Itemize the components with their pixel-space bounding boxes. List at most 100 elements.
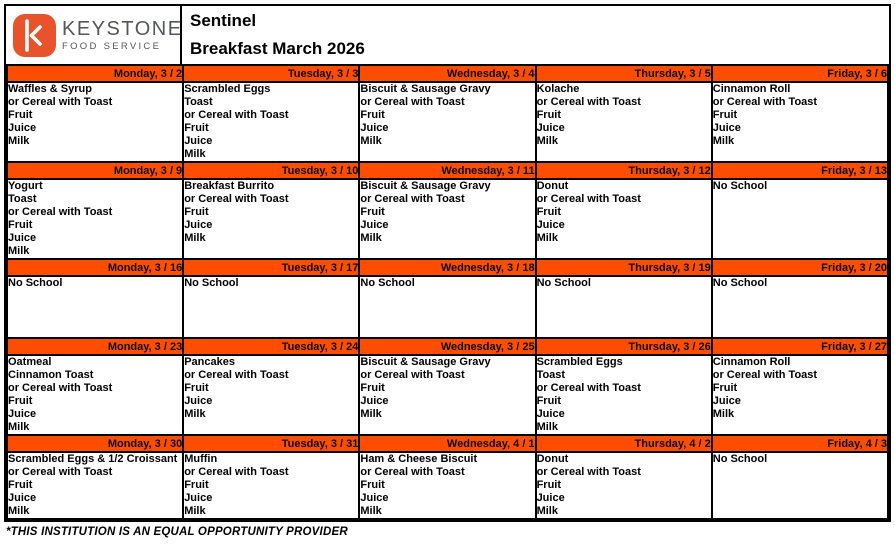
day-header: Tuesday, 3 / 17 (182, 258, 361, 277)
menu-cell: No School (710, 451, 890, 520)
day-header: Wednesday, 3 / 4 (358, 64, 537, 83)
menu-item: Milk (536, 505, 558, 517)
day-header: Friday, 4 / 3 (710, 434, 890, 453)
day-header: Monday, 3 / 16 (5, 258, 185, 277)
menu-item: or Cereal with Toast (360, 193, 465, 205)
day-header: Monday, 3 / 2 (5, 64, 185, 83)
menu-cell: No School (710, 178, 890, 260)
day-header: Wednesday, 3 / 11 (358, 161, 537, 180)
brand-wordmark: KEYSTONE FOOD SERVICE (62, 19, 183, 52)
menu-item: Scrambled Eggs (184, 83, 271, 95)
menu-item: Donut (536, 453, 569, 465)
menu-item: Milk (184, 408, 206, 420)
menu-item: No School (8, 277, 63, 289)
school-title: Sentinel (190, 11, 257, 30)
menu-item: or Cereal with Toast (8, 382, 113, 394)
menu-item: Fruit (8, 479, 33, 491)
menu-item: or Cereal with Toast (8, 206, 113, 218)
week-menu-row: Yogurt Toast or Cereal with Toast Fruit Juic… (5, 178, 890, 260)
day-header: Monday, 3 / 9 (5, 161, 185, 180)
menu-item: or Cereal with Toast (184, 466, 289, 478)
menu-item: No School (712, 277, 768, 289)
day-header: Thursday, 3 / 12 (534, 161, 713, 180)
menu-cell: Breakfast Burrito or Cereal with Toast Fru… (182, 178, 361, 260)
day-header: Friday, 3 / 6 (710, 64, 890, 83)
day-header: Tuesday, 3 / 31 (182, 434, 361, 453)
menu-cell: Biscuit & Sausage Gravy or Cereal with To… (358, 81, 537, 163)
menu-item: Scrambled Eggs (536, 356, 623, 368)
menu-item: Fruit (360, 206, 385, 218)
menu-item: Milk (536, 421, 558, 433)
menu-cell: Cinnamon Roll or Cereal with Toast Fruit Ju… (710, 354, 890, 436)
week-header-row: Monday, 3 / 9 Tuesday, 3 / 10 Wednesday, 3… (5, 161, 890, 180)
menu-item: No School (184, 277, 239, 289)
menu-cell: Donut or Cereal with Toast Fruit Juice Milk (534, 178, 713, 260)
menu-item: or Cereal with Toast (536, 382, 641, 394)
menu-item: Cinnamon Roll (712, 356, 791, 368)
menu-item: Muffin (184, 453, 218, 465)
menu-item: Cinnamon Toast (8, 369, 94, 381)
week-header-row: Monday, 3 / 16 Tuesday, 3 / 17 Wednesday, … (5, 258, 890, 277)
day-header: Tuesday, 3 / 10 (182, 161, 361, 180)
menu-item: No School (536, 277, 591, 289)
menu-item: or Cereal with Toast (712, 369, 818, 381)
menu-item: or Cereal with Toast (8, 96, 113, 108)
menu-item: or Cereal with Toast (184, 109, 289, 121)
week-menu-row: Oatmeal Cinnamon Toast or Cereal with Toas… (5, 354, 890, 436)
day-header: Tuesday, 3 / 24 (182, 337, 361, 356)
menu-item: Donut (536, 180, 569, 192)
menu-item: Juice (536, 408, 565, 420)
menu-item: Fruit (184, 206, 209, 218)
menu-item: Kolache (536, 83, 580, 95)
menu-item: Fruit (184, 479, 209, 491)
day-header: Thursday, 3 / 19 (534, 258, 713, 277)
day-header: Monday, 3 / 30 (5, 434, 185, 453)
menu-cell: Pancakes or Cereal with Toast Fruit Juice Mi… (182, 354, 361, 436)
day-header: Friday, 3 / 27 (710, 337, 890, 356)
menu-item: Fruit (8, 395, 33, 407)
menu-item: Juice (536, 219, 565, 231)
menu-item: or Cereal with Toast (536, 466, 641, 478)
keystone-k-icon (13, 13, 56, 57)
menu-item: Toast (536, 369, 566, 381)
menu-grid: Monday, 3 / 2 Tuesday, 3 / 3 Wednesday, 3 … (5, 64, 890, 520)
menu-item: Juice (8, 232, 37, 244)
menu-item: Juice (184, 492, 213, 504)
brand-name: KEYSTONE (62, 17, 183, 40)
brand-subname: FOOD SERVICE (62, 40, 162, 52)
menu-item: Juice (8, 492, 37, 504)
menu-item: Milk (712, 135, 735, 147)
menu-item: Milk (8, 245, 30, 257)
menu-item: or Cereal with Toast (360, 96, 465, 108)
menu-cell: Biscuit & Sausage Gravy or Cereal with To… (358, 354, 537, 436)
day-header: Wednesday, 3 / 18 (358, 258, 537, 277)
menu-item: Juice (536, 122, 565, 134)
menu-cell: No School (710, 275, 890, 339)
menu-cell: No School (534, 275, 713, 339)
menu-item: Milk (8, 421, 30, 433)
menu-item: Juice (8, 408, 37, 420)
day-header: Friday, 3 / 20 (710, 258, 890, 277)
equal-opportunity-note: *THIS INSTITUTION IS AN EQUAL OPPORTUNIT… (6, 526, 348, 538)
day-header: Thursday, 4 / 2 (534, 434, 713, 453)
menu-item: Fruit (712, 109, 738, 121)
menu-item: or Cereal with Toast (360, 369, 465, 381)
menu-cell: Scrambled Eggs Toast or Cereal with Toast F… (534, 354, 713, 436)
menu-item: Milk (360, 408, 382, 420)
menu-item: Milk (184, 232, 206, 244)
menu-cell: No School (358, 275, 537, 339)
day-header: Friday, 3 / 13 (710, 161, 890, 180)
menu-item: Milk (8, 505, 30, 517)
menu-item: Juice (360, 492, 389, 504)
menu-item: Juice (712, 122, 741, 134)
menu-item: Oatmeal (8, 356, 52, 368)
menu-item: Juice (360, 219, 389, 231)
menu-cell: No School (182, 275, 361, 339)
menu-item: Yogurt (8, 180, 43, 192)
menu-item: Ham & Cheese Biscuit (360, 453, 478, 465)
day-header: Thursday, 3 / 5 (534, 64, 713, 83)
menu-cell: Muffin or Cereal with Toast Fruit Juice Milk (182, 451, 361, 520)
menu-item: Juice (8, 122, 37, 134)
menu-item: or Cereal with Toast (536, 193, 641, 205)
